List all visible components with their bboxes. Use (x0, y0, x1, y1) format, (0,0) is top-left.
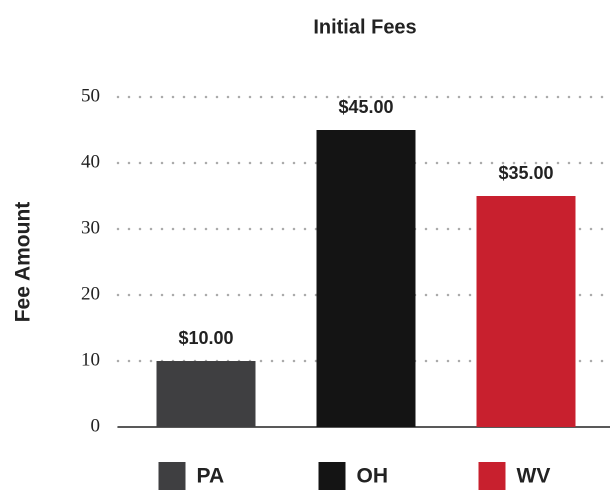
y-tick-label: 20 (81, 283, 100, 304)
legend-swatch (478, 462, 506, 490)
bar (476, 196, 576, 427)
legend-swatch (318, 462, 346, 490)
value-label: $35.00 (498, 163, 553, 183)
y-axis-label: Fee Amount (12, 202, 35, 323)
y-tick-label: 30 (81, 217, 100, 238)
legend-label: OH (357, 465, 389, 488)
bar (156, 361, 256, 427)
legend-label: WV (517, 465, 551, 488)
bar (316, 130, 416, 427)
y-tick-label: 50 (81, 85, 100, 106)
value-label: $45.00 (338, 97, 393, 117)
chart-title: Initial Fees (313, 16, 416, 38)
legend-label: PA (197, 465, 225, 488)
y-tick-label: 0 (91, 415, 101, 436)
y-tick-label: 40 (81, 151, 100, 172)
y-tick-label: 10 (81, 349, 100, 370)
legend-swatch (158, 462, 186, 490)
value-label: $10.00 (178, 328, 233, 348)
